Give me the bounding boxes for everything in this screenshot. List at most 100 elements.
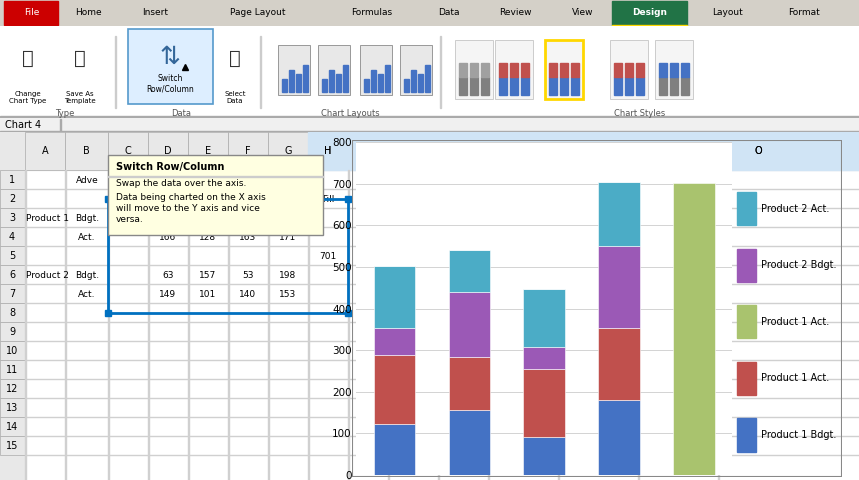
Bar	[459, 63, 467, 77]
Bar	[260, 36, 261, 108]
Bar	[0, 227, 25, 246]
Bar	[25, 340, 859, 341]
Bar	[360, 45, 392, 95]
Bar	[128, 29, 213, 104]
Text: Chart Layouts: Chart Layouts	[320, 108, 380, 118]
Bar	[0, 379, 25, 398]
Bar	[25, 264, 859, 265]
Text: 163: 163	[240, 232, 257, 241]
Bar	[495, 40, 533, 99]
Text: 9: 9	[9, 326, 15, 336]
Bar	[681, 63, 689, 77]
Bar	[148, 132, 188, 170]
Bar	[228, 132, 268, 170]
Text: 13: 13	[6, 403, 18, 412]
Bar	[737, 419, 756, 452]
Text: I: I	[367, 146, 369, 156]
Bar	[499, 77, 507, 95]
Bar	[614, 63, 622, 77]
Text: Layout: Layout	[712, 8, 742, 17]
Text: 701: 701	[320, 252, 337, 261]
Bar	[636, 77, 644, 95]
Bar	[737, 305, 756, 338]
Text: Save As
Template: Save As Template	[64, 91, 96, 104]
Bar	[268, 132, 308, 170]
Text: 155: 155	[199, 214, 216, 223]
Text: Formulas: Formulas	[351, 8, 392, 17]
Bar	[108, 199, 348, 313]
Bar	[418, 74, 423, 92]
Bar	[25, 302, 859, 303]
Text: Data: Data	[171, 108, 191, 118]
Bar	[343, 65, 348, 92]
Text: Review: Review	[500, 8, 532, 17]
Text: Home: Home	[75, 8, 101, 17]
Bar	[411, 70, 416, 92]
Bar	[385, 65, 390, 92]
Bar	[0, 132, 859, 170]
Bar	[378, 74, 383, 92]
Text: Page Layout: Page Layout	[230, 8, 286, 17]
Text: 11: 11	[6, 364, 18, 374]
Text: Switch
Row/Column: Switch Row/Column	[147, 74, 194, 94]
Text: Product 2 Bdgt.: Product 2 Bdgt.	[761, 260, 837, 270]
Bar	[25, 207, 859, 208]
Text: Chart 4: Chart 4	[5, 120, 41, 130]
Bar	[523, 437, 564, 475]
Bar	[60, 119, 61, 131]
Bar	[625, 63, 633, 77]
Bar	[115, 36, 116, 108]
Bar	[118, 1, 192, 25]
Text: B: B	[83, 146, 90, 156]
Bar	[296, 74, 301, 92]
Text: I: I	[367, 146, 369, 156]
Bar	[25, 132, 65, 170]
Bar	[425, 65, 430, 92]
Bar	[545, 40, 583, 99]
Bar	[345, 196, 351, 202]
Bar	[478, 1, 553, 25]
Bar	[0, 303, 25, 322]
Text: Format: Format	[789, 8, 820, 17]
Text: Select
Data: Select Data	[224, 91, 246, 104]
Text: 🔲: 🔲	[22, 49, 34, 68]
Bar	[308, 132, 348, 170]
Bar	[523, 347, 564, 369]
Bar	[470, 63, 478, 77]
Text: File: File	[24, 8, 39, 17]
Text: 157: 157	[199, 271, 216, 279]
Text: 128: 128	[199, 232, 216, 241]
Bar	[318, 45, 350, 95]
Bar	[438, 132, 488, 170]
Bar	[25, 397, 859, 398]
Text: 123: 123	[160, 214, 177, 223]
Bar	[400, 45, 432, 95]
Text: Product 2 Act.: Product 2 Act.	[761, 204, 830, 214]
Bar	[636, 63, 644, 77]
Text: Bdgt.: Bdgt.	[75, 271, 99, 279]
Bar	[108, 155, 323, 235]
Bar	[108, 132, 148, 170]
Text: Bdgt.: Bdgt.	[75, 214, 99, 223]
Text: Fill: Fill	[322, 194, 334, 204]
Bar	[670, 63, 678, 77]
Text: Product 1 Bdgt.: Product 1 Bdgt.	[761, 430, 837, 440]
Bar	[364, 79, 369, 92]
Bar	[521, 63, 529, 77]
Bar	[499, 63, 507, 77]
Text: F: F	[245, 146, 251, 156]
Bar	[322, 79, 327, 92]
Text: Radio: Radio	[155, 194, 180, 204]
Bar	[25, 245, 859, 246]
Bar	[612, 25, 687, 26]
Bar	[0, 360, 25, 379]
Text: Insert: Insert	[142, 8, 168, 17]
Bar	[188, 132, 228, 170]
Bar	[0, 170, 25, 189]
Bar	[614, 77, 622, 95]
Text: Switch Row/Column: Switch Row/Column	[116, 162, 224, 172]
Bar	[448, 357, 490, 410]
Text: 3: 3	[9, 213, 15, 223]
Bar	[348, 132, 388, 170]
Bar	[659, 77, 667, 95]
